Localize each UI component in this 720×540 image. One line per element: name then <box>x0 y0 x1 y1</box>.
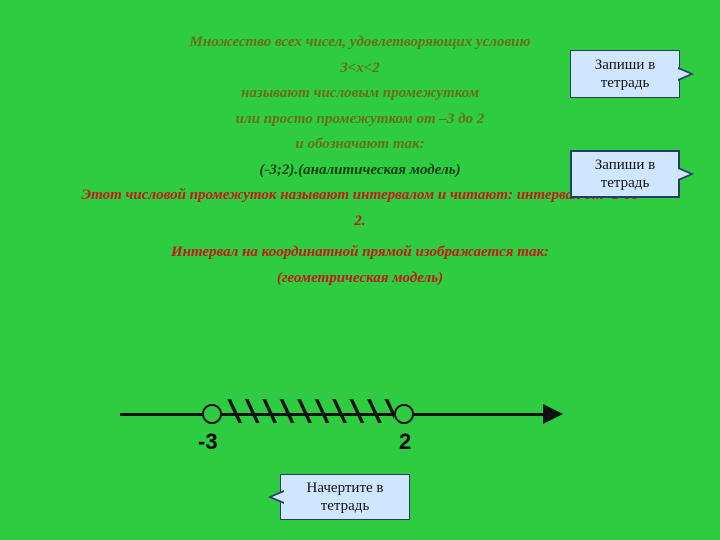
callout-box-3: Начертите в тетрадь <box>280 474 410 520</box>
text-line-2: 3<x<2 <box>140 56 580 82</box>
tick-label-left: -3 <box>198 429 218 455</box>
text-line-5: и обозначают так: <box>140 132 580 158</box>
interval-hatch: \\\\\\\\\\\\ <box>224 399 394 423</box>
callout-box-2: Запиши в тетрадь <box>570 150 680 198</box>
tick-label-right: 2 <box>399 429 411 455</box>
text-line-6: (-3;2).(аналитическая модель) <box>140 158 580 184</box>
open-circle-right <box>394 404 414 424</box>
callout-text-2: Запиши в тетрадь <box>572 156 678 192</box>
text-line-8: Интервал на координатной прямой изобража… <box>140 240 580 291</box>
callout-box-1: Запиши в тетрадь <box>570 50 680 98</box>
callout-tail-2 <box>678 167 694 181</box>
text-line-4: или просто промежутком от –3 до 2 <box>140 107 580 133</box>
text-line-7: Этот числовой промежуток называют интерв… <box>80 183 640 234</box>
callout-text-3: Начертите в тетрадь <box>281 479 409 515</box>
axis-arrowhead <box>543 404 563 424</box>
text-line-1: Множество всех чисел, удовлетворяющих ус… <box>140 30 580 56</box>
number-line: \\\\\\\\\\\\ -3 2 <box>120 385 600 465</box>
callout-tail-3 <box>268 490 284 504</box>
open-circle-left <box>202 404 222 424</box>
callout-text-1: Запиши в тетрадь <box>571 56 679 92</box>
callout-tail-1 <box>678 67 694 81</box>
text-line-3: называют числовым промежутком <box>140 81 580 107</box>
slide-body: Множество всех чисел, удовлетворяющих ус… <box>0 0 720 291</box>
